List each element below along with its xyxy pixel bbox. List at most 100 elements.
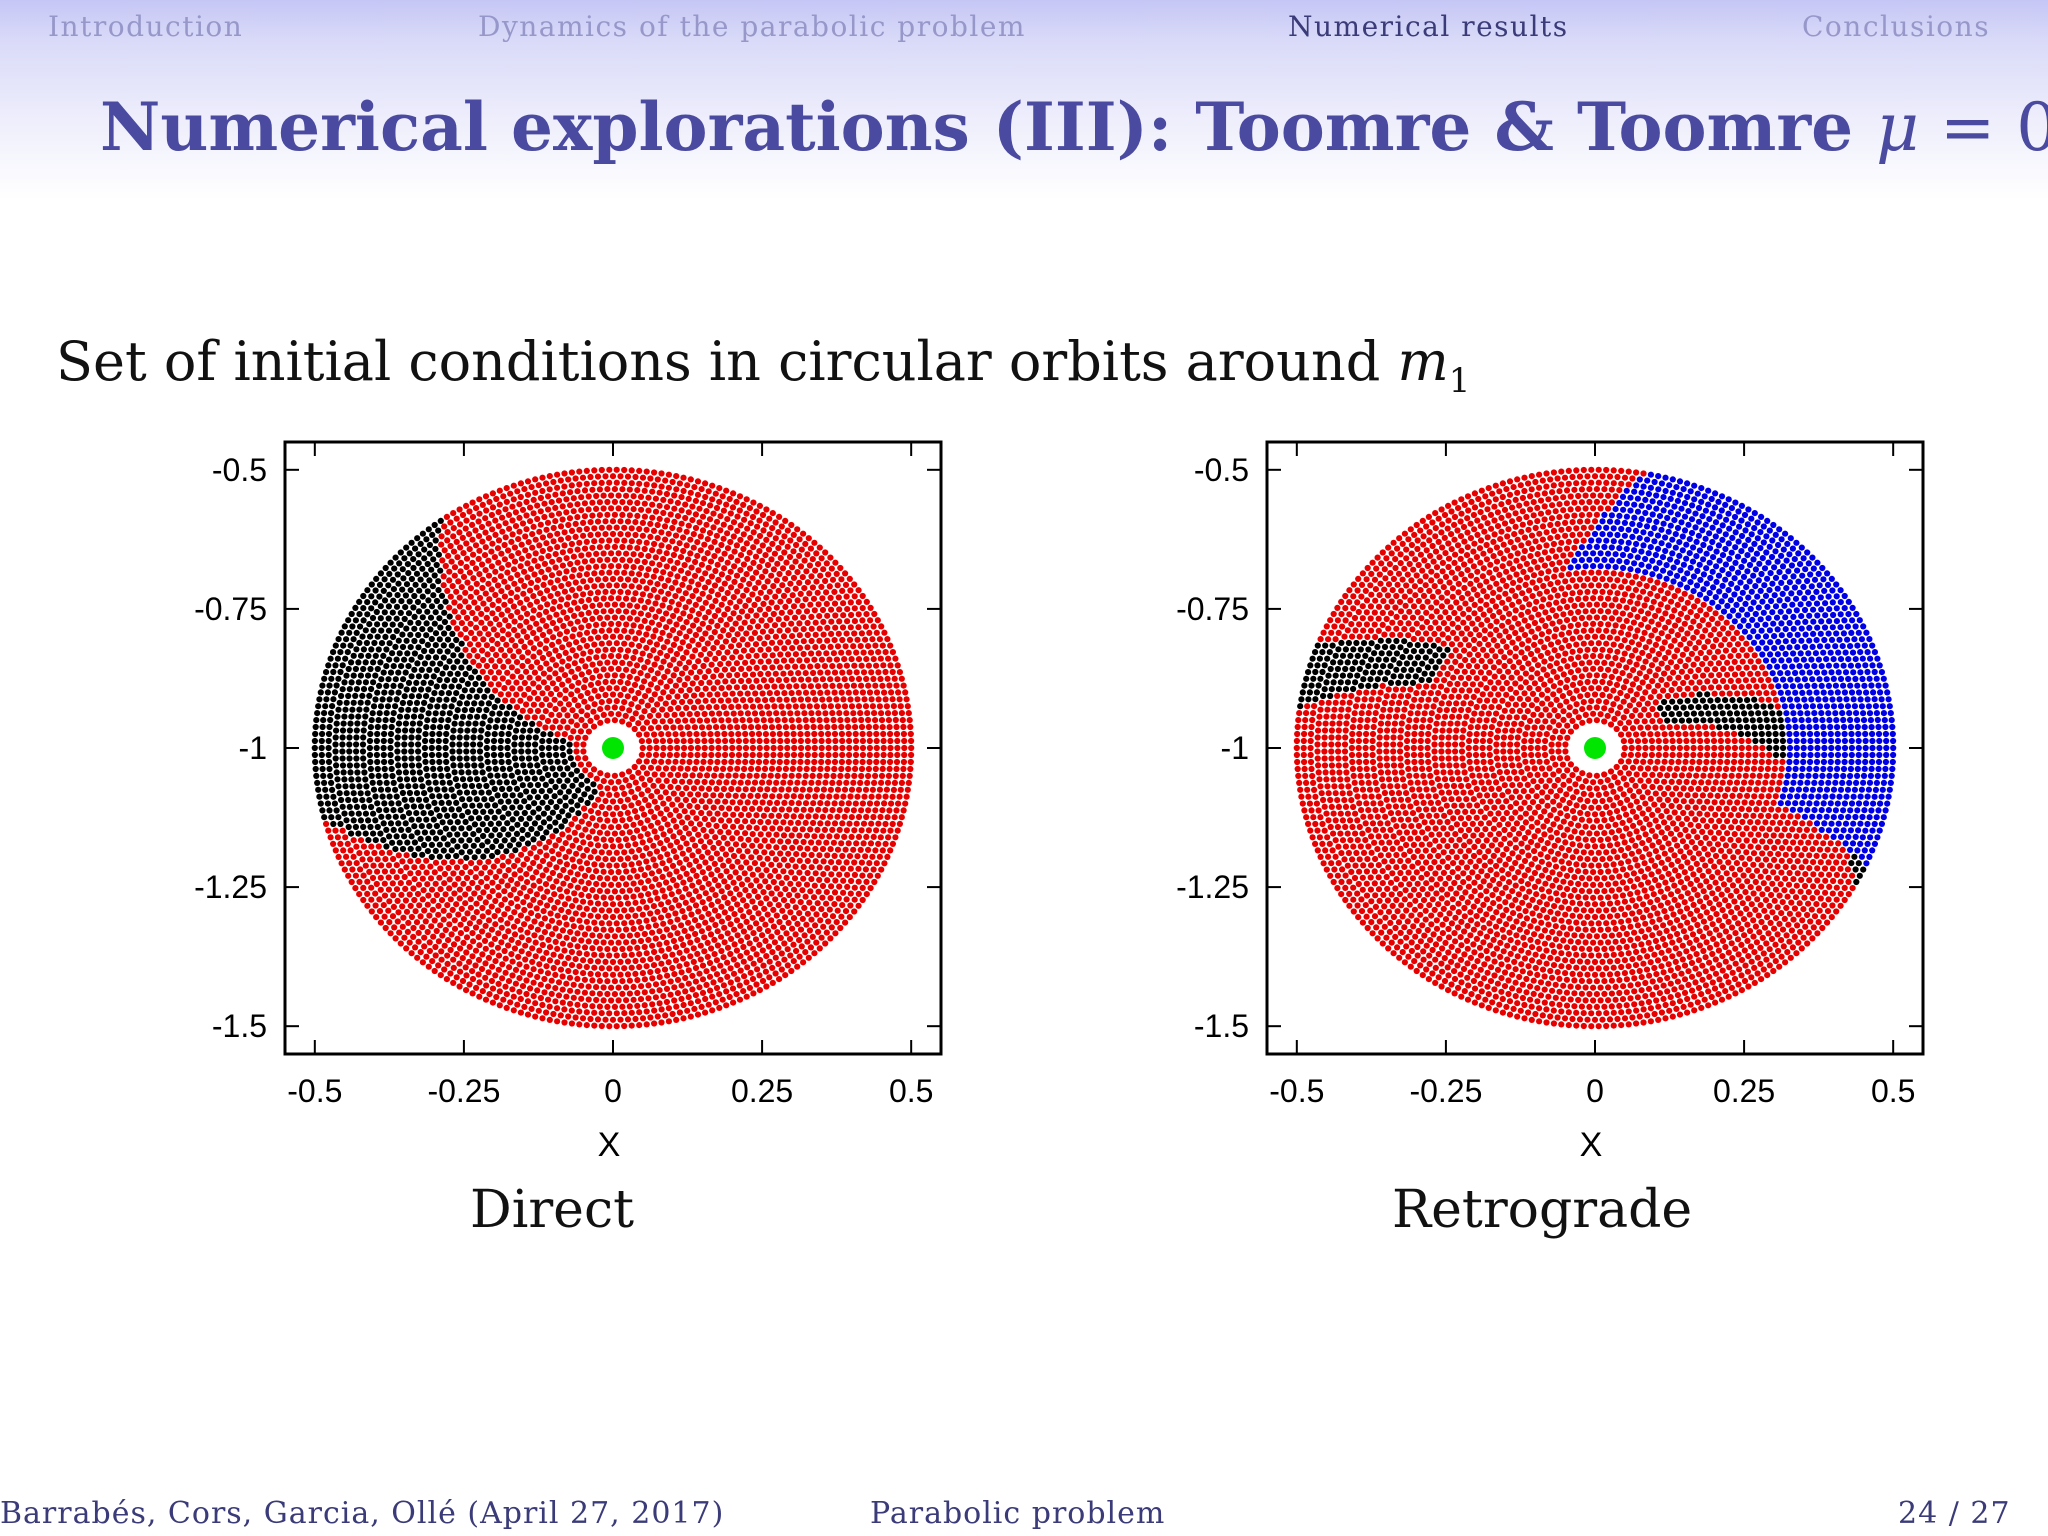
direct-point-red (643, 858, 650, 865)
nav-item-introduction[interactable]: Introduction (48, 10, 244, 43)
direct-point-red (621, 524, 628, 531)
direct-point-red (788, 869, 795, 876)
direct-point-red (550, 951, 557, 958)
direct-point-red (737, 710, 744, 717)
direct-point-red (534, 695, 541, 702)
direct-point-red (887, 758, 894, 766)
direct-point-red (801, 932, 808, 939)
direct-point-black (483, 826, 490, 834)
direct-point-red (407, 870, 414, 877)
direct-point-red (658, 731, 665, 738)
direct-point-red (479, 913, 486, 920)
direct-point-red (473, 909, 480, 916)
direct-point-red (768, 812, 775, 819)
direct-point-red (641, 708, 648, 715)
direct-point-red (609, 646, 617, 653)
direct-point-red (534, 987, 541, 994)
direct-point-red (701, 584, 709, 591)
direct-point-black (346, 734, 353, 741)
direct-point-black (410, 564, 417, 572)
direct-point-red (521, 691, 528, 698)
direct-point-red (456, 960, 463, 967)
direct-point-red (721, 730, 728, 738)
direct-point-red (519, 983, 527, 990)
direct-point-red (637, 551, 645, 559)
direct-point-black (381, 723, 388, 731)
direct-point-black (433, 666, 440, 674)
direct-point-red (567, 620, 574, 627)
direct-point-red (736, 744, 743, 752)
direct-point-red (582, 826, 589, 833)
direct-point-red (496, 868, 503, 875)
direct-point-black (450, 837, 457, 844)
direct-point-red (652, 738, 660, 745)
direct-point-black (542, 781, 549, 788)
direct-point-black (353, 734, 360, 741)
direct-point-red (604, 990, 611, 998)
direct-point-red (667, 571, 674, 578)
direct-point-red (632, 635, 639, 642)
slide-title-eq: = 0.5 (1939, 89, 2048, 166)
direct-point-red (809, 584, 817, 591)
direct-point-red (598, 790, 605, 797)
direct-point-red (574, 871, 581, 878)
direct-point-red (865, 643, 872, 650)
direct-point-red (633, 662, 641, 669)
direct-point-red (829, 682, 836, 689)
direct-point-red (514, 571, 521, 578)
direct-point-red (769, 793, 776, 800)
direct-point-red (687, 751, 694, 759)
direct-point-red (848, 703, 856, 710)
direct-point-black (489, 710, 496, 717)
direct-point-red (485, 858, 492, 865)
direct-point-red (782, 575, 789, 582)
direct-point-black (553, 751, 560, 759)
direct-point-red (737, 567, 744, 574)
direct-point-red (509, 517, 516, 524)
direct-point-red (556, 919, 563, 926)
direct-point-red (729, 744, 736, 752)
direct-xtick-label: 0 (604, 1073, 622, 1109)
direct-point-black (444, 853, 452, 860)
direct-point-red (552, 491, 559, 498)
nav-item-dynamics[interactable]: Dynamics of the parabolic problem (478, 10, 1026, 43)
direct-point-red (647, 592, 654, 599)
direct-point-red (649, 1001, 656, 1008)
direct-point-red (846, 669, 853, 676)
direct-point-black (437, 829, 444, 836)
direct-point-red (457, 559, 464, 566)
nav-item-conclusions[interactable]: Conclusions (1802, 10, 1991, 43)
direct-point-red (720, 627, 727, 634)
direct-point-red (587, 957, 594, 965)
direct-point-black (418, 666, 425, 673)
direct-point-red (431, 869, 438, 876)
direct-point-red (630, 996, 637, 1003)
direct-point-red (857, 710, 864, 717)
direct-point-black (478, 762, 485, 769)
direct-point-red (762, 611, 769, 618)
direct-point-red (611, 978, 618, 985)
direct-point-black (366, 744, 373, 752)
direct-point-red (530, 966, 537, 973)
direct-point-red (446, 568, 453, 575)
direct-point-black (425, 835, 432, 842)
direct-point-red (679, 670, 686, 677)
direct-point-red (786, 806, 793, 813)
direct-point-black (501, 837, 508, 844)
direct-point-red (492, 531, 499, 538)
nav-item-numerical-results[interactable]: Numerical results (1288, 10, 1569, 43)
direct-point-red (482, 945, 489, 952)
direct-point-red (789, 925, 796, 932)
direct-point-red (567, 928, 574, 936)
direct-point-black (338, 692, 345, 700)
direct-point-red (492, 972, 499, 979)
direct-point-red (626, 544, 633, 551)
direct-point-red (859, 758, 866, 766)
direct-point-red (733, 604, 740, 611)
direct-point-red (787, 880, 794, 887)
direct-point-red (626, 512, 633, 519)
direct-point-red (562, 687, 569, 694)
direct-point-red (353, 860, 360, 867)
direct-point-red (756, 532, 764, 540)
direct-point-black (429, 583, 436, 590)
